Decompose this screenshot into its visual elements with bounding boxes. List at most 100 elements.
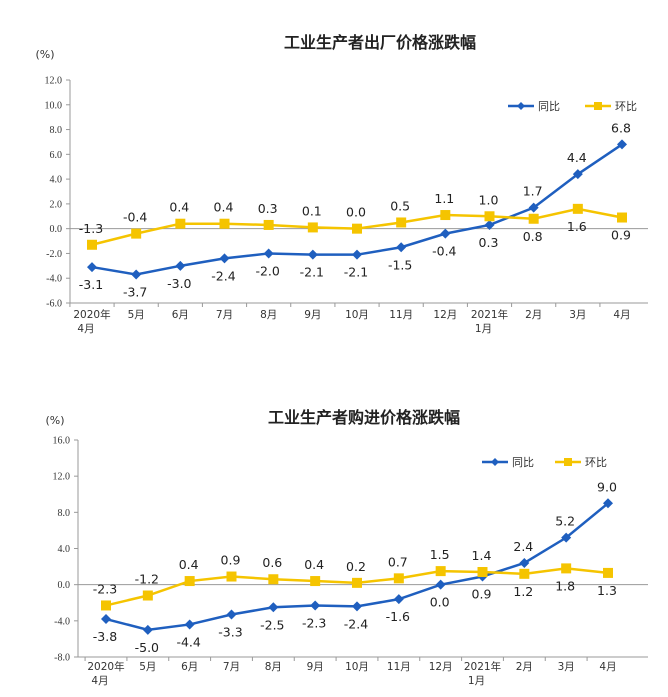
data-label-yoy: -0.4 — [432, 244, 456, 259]
data-point-yoy — [393, 594, 404, 605]
data-label-yoy: -2.3 — [302, 615, 326, 630]
data-point-yoy — [352, 249, 362, 260]
data-label-yoy: -3.0 — [167, 276, 191, 291]
y-tick-label: -6.0 — [46, 299, 62, 310]
data-point-yoy — [352, 601, 362, 612]
legend-marker-yoy — [517, 102, 525, 110]
data-label-yoy: 5.2 — [555, 514, 575, 529]
data-label-mom: 0.4 — [169, 200, 189, 215]
y-tick-label: 0.0 — [58, 580, 71, 591]
y-tick-label: 12.0 — [45, 76, 63, 87]
data-label-mom: 0.4 — [179, 557, 199, 572]
data-label-yoy: 0.3 — [479, 235, 499, 250]
data-point-mom — [263, 219, 274, 230]
data-point-mom — [435, 566, 446, 577]
data-label-yoy: -2.4 — [211, 268, 235, 283]
data-label-yoy: -3.3 — [218, 625, 242, 640]
data-label-yoy: 4.4 — [567, 150, 587, 165]
data-label-yoy: -2.1 — [300, 265, 324, 280]
data-label-mom: 0.8 — [523, 229, 543, 244]
data-point-mom — [131, 228, 142, 239]
data-label-yoy: 2.4 — [513, 539, 533, 554]
x-tick-label: 2020年 — [87, 660, 124, 673]
data-point-yoy — [101, 614, 111, 625]
data-label-mom: -1.2 — [135, 572, 159, 587]
data-label-mom: 0.3 — [258, 201, 278, 216]
x-tick-label: 10月 — [345, 661, 369, 673]
data-point-mom — [307, 222, 318, 233]
y-axis-unit: (%) — [45, 414, 64, 427]
data-point-mom — [352, 223, 362, 234]
data-label-yoy: -3.1 — [79, 277, 103, 292]
data-point-mom — [393, 573, 404, 584]
data-label-mom: 0.6 — [262, 555, 282, 570]
x-tick-label: 2020年 — [73, 308, 110, 321]
data-label-mom: 1.3 — [597, 583, 617, 598]
data-point-yoy — [226, 609, 237, 620]
data-label-mom: 1.6 — [567, 219, 587, 234]
data-point-yoy — [175, 260, 186, 271]
data-point-yoy — [263, 248, 274, 259]
data-point-mom — [440, 210, 451, 221]
data-label-yoy: -4.4 — [176, 634, 200, 649]
data-point-yoy — [561, 532, 572, 543]
x-tick-label: 12月 — [433, 309, 457, 321]
data-point-yoy — [131, 269, 142, 280]
data-point-mom — [101, 600, 111, 611]
y-tick-label: 12.0 — [53, 472, 71, 483]
y-tick-label: 8.0 — [50, 125, 63, 136]
data-point-mom — [226, 571, 237, 582]
x-tick-label: 4月 — [91, 675, 108, 687]
data-point-yoy — [484, 219, 495, 230]
y-axis-unit: (%) — [35, 48, 54, 61]
x-tick-label: 12月 — [429, 661, 453, 673]
data-point-mom — [617, 212, 627, 223]
x-tick-label: 2月 — [525, 309, 542, 321]
y-tick-label: -8.0 — [54, 653, 70, 664]
legend-label-yoy: 同比 — [512, 456, 534, 469]
data-point-mom — [268, 574, 279, 585]
x-tick-label: 11月 — [389, 309, 413, 321]
data-point-yoy — [142, 624, 153, 635]
x-tick-label: 8月 — [260, 309, 277, 321]
data-point-yoy — [603, 498, 613, 509]
x-tick-label: 3月 — [569, 309, 586, 321]
data-label-mom: 1.4 — [472, 548, 492, 563]
data-label-mom: 1.1 — [434, 191, 454, 206]
data-point-mom — [87, 239, 97, 250]
data-label-mom: 0.4 — [214, 200, 234, 215]
data-label-mom: 0.1 — [302, 203, 322, 218]
data-point-mom — [310, 576, 321, 587]
data-label-yoy: -2.4 — [344, 616, 368, 631]
x-tick-label: 11月 — [387, 661, 411, 673]
legend-marker-yoy — [491, 458, 499, 466]
data-point-yoy — [572, 169, 583, 180]
data-point-yoy — [184, 619, 195, 630]
data-point-yoy — [617, 139, 627, 150]
data-label-yoy: -1.6 — [386, 609, 410, 624]
data-label-mom: 0.2 — [346, 559, 366, 574]
ppi-chart: 工业生产者出厂价格涨跌幅 (%) 12.0 10.0 8.0 6.0 4.0 2.0 0.0 -2… — [35, 33, 648, 335]
x-tick-label: 2月 — [516, 661, 533, 673]
data-label-mom: 1.2 — [513, 584, 533, 599]
y-tick-label: 4.0 — [58, 544, 71, 555]
data-label-mom: -0.4 — [123, 210, 147, 225]
data-label-mom: 0.9 — [221, 553, 241, 568]
y-tick-label: 16.0 — [53, 436, 71, 447]
data-label-mom: 1.0 — [479, 192, 499, 207]
data-point-yoy — [519, 557, 530, 568]
data-point-mom — [352, 577, 362, 588]
data-point-yoy — [440, 228, 451, 239]
legend-label-mom: 环比 — [585, 456, 607, 469]
data-point-mom — [528, 213, 539, 224]
data-point-yoy — [396, 242, 407, 253]
y-tick-label: -2.0 — [46, 249, 62, 260]
data-point-mom — [142, 590, 153, 601]
data-label-yoy: -2.0 — [255, 263, 279, 278]
data-point-yoy — [307, 249, 318, 260]
x-tick-label: 4月 — [613, 309, 630, 321]
data-label-mom: 0.7 — [388, 554, 408, 569]
x-tick-label: 10月 — [345, 309, 369, 321]
data-point-mom — [219, 218, 230, 229]
y-tick-label: 2.0 — [50, 199, 63, 210]
